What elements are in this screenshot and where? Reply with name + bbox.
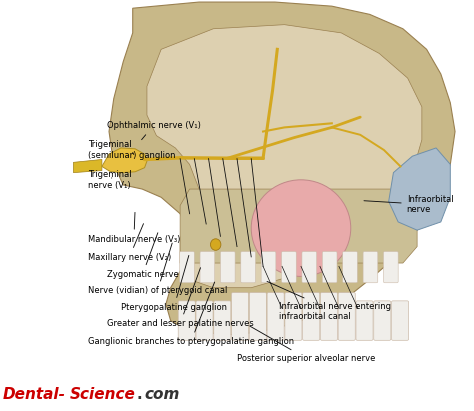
FancyBboxPatch shape bbox=[196, 301, 213, 340]
Text: .: . bbox=[137, 387, 142, 402]
Text: Pterygopalatine ganglion: Pterygopalatine ganglion bbox=[121, 256, 227, 312]
FancyBboxPatch shape bbox=[285, 293, 302, 340]
Text: Ophthalmic nerve (V₁): Ophthalmic nerve (V₁) bbox=[107, 121, 201, 140]
FancyBboxPatch shape bbox=[322, 252, 337, 283]
FancyBboxPatch shape bbox=[302, 293, 319, 340]
Text: com: com bbox=[145, 387, 180, 402]
FancyBboxPatch shape bbox=[232, 293, 248, 340]
Text: Dental-: Dental- bbox=[2, 387, 65, 402]
FancyBboxPatch shape bbox=[282, 252, 296, 283]
Text: Infraorbital nerve entering
infraorbital canal: Infraorbital nerve entering infraorbital… bbox=[267, 282, 391, 321]
FancyBboxPatch shape bbox=[356, 301, 373, 340]
Text: Science: Science bbox=[70, 387, 136, 402]
Polygon shape bbox=[389, 148, 450, 230]
Text: Greater and lesser palatine nerves: Greater and lesser palatine nerves bbox=[107, 268, 254, 328]
FancyBboxPatch shape bbox=[241, 252, 255, 283]
FancyBboxPatch shape bbox=[178, 301, 195, 340]
FancyBboxPatch shape bbox=[363, 252, 378, 283]
FancyBboxPatch shape bbox=[374, 301, 391, 340]
FancyBboxPatch shape bbox=[338, 293, 355, 340]
FancyBboxPatch shape bbox=[214, 301, 231, 340]
FancyBboxPatch shape bbox=[383, 252, 398, 283]
Ellipse shape bbox=[210, 239, 221, 250]
Polygon shape bbox=[109, 2, 455, 335]
FancyBboxPatch shape bbox=[180, 252, 194, 283]
FancyBboxPatch shape bbox=[320, 293, 337, 340]
FancyBboxPatch shape bbox=[392, 301, 409, 340]
FancyBboxPatch shape bbox=[302, 252, 317, 283]
Text: Trigeminal
nerve (V₁): Trigeminal nerve (V₁) bbox=[88, 170, 131, 190]
Text: Ganglionic branches to pterygopalatine ganglion: Ganglionic branches to pterygopalatine g… bbox=[88, 282, 294, 346]
Polygon shape bbox=[102, 148, 147, 173]
FancyBboxPatch shape bbox=[261, 252, 276, 283]
Text: Trigeminal
(semilunar) ganglion: Trigeminal (semilunar) ganglion bbox=[88, 140, 175, 160]
Text: Mandibular nerve (V₃): Mandibular nerve (V₃) bbox=[88, 212, 180, 244]
Text: Infraorbital
nerve: Infraorbital nerve bbox=[364, 195, 453, 215]
Polygon shape bbox=[180, 189, 417, 263]
FancyBboxPatch shape bbox=[343, 252, 357, 283]
Text: Maxillary nerve (V₂): Maxillary nerve (V₂) bbox=[88, 224, 171, 262]
Polygon shape bbox=[73, 159, 102, 173]
FancyBboxPatch shape bbox=[267, 293, 284, 340]
Text: Posterior superior alveolar nerve: Posterior superior alveolar nerve bbox=[237, 326, 375, 363]
Text: Zygomatic nerve: Zygomatic nerve bbox=[107, 233, 178, 279]
FancyBboxPatch shape bbox=[200, 252, 215, 283]
Polygon shape bbox=[147, 25, 422, 288]
Text: Nerve (vidian) of pterygoid canal: Nerve (vidian) of pterygoid canal bbox=[88, 243, 227, 296]
Ellipse shape bbox=[251, 180, 351, 276]
FancyBboxPatch shape bbox=[249, 293, 266, 340]
FancyBboxPatch shape bbox=[220, 252, 235, 283]
